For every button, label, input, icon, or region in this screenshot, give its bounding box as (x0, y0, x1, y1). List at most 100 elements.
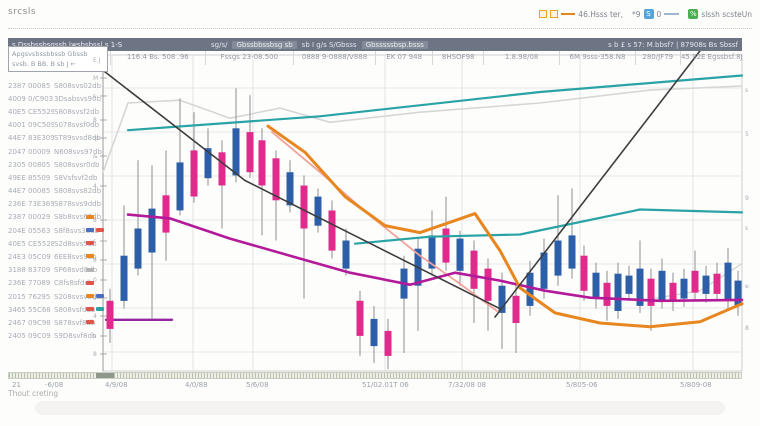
watchlist-value-b: SP68svd8db (54, 266, 98, 275)
toolbar-mid-text: sg/s/ (211, 40, 228, 49)
y-axis-label-left: :p (93, 135, 99, 142)
watchlist-row[interactable]: 3188 83709 SP68svd8db (8, 264, 108, 277)
watchlist-value-a: 2405 09C09 (8, 332, 51, 341)
timeline-scrollbar[interactable] (8, 372, 742, 379)
candle-body (526, 272, 534, 306)
toolbar-left-text[interactable]: s Dssbssbsgssb |wsbsbss| s 1-S (12, 40, 123, 49)
watchlist-row[interactable]: 2015 76295 S208svsv8db (8, 290, 108, 303)
watchlist-value-b: S078svsf0db (54, 121, 100, 130)
candle-body (328, 210, 336, 251)
watchlist-row[interactable]: 4001 09C509 S078svsf0db (8, 119, 108, 132)
watchlist-row[interactable]: 3465 55C68 S808vsfddb (8, 303, 108, 316)
watchlist-row[interactable]: 236E 77089 C8fs8sfddb (8, 277, 108, 290)
stat-cell: 280/JF79 (636, 51, 681, 65)
y-axis-label-left: 8 (93, 217, 97, 224)
y-axis-label-left: 4 (93, 183, 97, 190)
candle-body (106, 300, 114, 329)
candle-body (603, 282, 611, 306)
candle-body (356, 300, 364, 336)
watchlist-row[interactable]: 2305 00805 S808svsr0db (8, 158, 108, 171)
watchlist-row[interactable]: 236E 73E369 S878svs9ddb (8, 198, 108, 211)
candle-body (568, 235, 576, 269)
stat-cell: 0888 9-0888/V888 (294, 51, 377, 65)
y-axis-label-right: s (745, 87, 749, 94)
candle-body (680, 278, 688, 299)
x-axis-label: 51/02.01T 06 (362, 381, 409, 389)
watchlist-row[interactable]: 40E5 CE5528 S2d8svs5db (8, 237, 108, 250)
x-axis-label: -6/08 (45, 381, 64, 389)
row-badges (86, 294, 104, 298)
trendline-up (494, 50, 701, 318)
scrollbar-thumb[interactable] (96, 373, 114, 378)
watchlist-value-b: S208svsv8db (54, 292, 101, 301)
orange-badge-icon (86, 214, 94, 219)
stat-cell: 116.4 Bs. 508 .96 (111, 51, 206, 65)
watchlist-row[interactable]: 2405 09C09 S9D8svf8db (8, 330, 108, 343)
watchlist-row[interactable]: 49EE 85509 S8Vsfsvf2db (8, 171, 108, 184)
watchlist-row[interactable]: 24E3 05C09 6EE8svs9db (8, 250, 108, 263)
legend-item-green-indicator[interactable]: % slssh scsteUn (688, 9, 752, 19)
candle-body (691, 270, 699, 293)
candle-body (176, 162, 184, 211)
watchlist-value-b: S8b8svs62db (54, 213, 102, 222)
red-badge-icon (86, 320, 94, 325)
watchlist-value-a: 204E 05563 (8, 226, 51, 235)
legend-item-blue-indicator[interactable]: *9 S 0 (632, 9, 680, 19)
watchlist-row[interactable]: 2047 00009 N608svs97db (8, 145, 108, 158)
legend-item-orange-ma[interactable]: 46.Hsss ter, (539, 10, 623, 19)
watchlist-value-b: S808svsf2db (54, 107, 100, 116)
watchlist-value-b: S808svs02db (54, 81, 102, 90)
watchlist-value-b: S808svs82db (54, 187, 102, 196)
watchlist-row[interactable]: 2387 00029 S8b8svs62db (8, 211, 108, 224)
watchlist-row[interactable]: 44E7 00085 S808svs82db (8, 185, 108, 198)
candle-body (614, 273, 622, 311)
x-axis-label: 4/9/08 (105, 381, 128, 389)
green-chip-icon: % (688, 9, 699, 19)
y-axis-label-left: 9 (93, 295, 97, 302)
y-axis-label-left: s (93, 93, 97, 100)
toolbar-mid-text: sb I g/s S/Gbsss (301, 40, 357, 49)
candle-body (300, 185, 308, 229)
watchlist-value-a: 2467 09C98 (8, 318, 51, 327)
x-axis-label: 4/0/88 (185, 381, 208, 389)
plot-border (102, 54, 743, 372)
stat-cell: 1.8.98/08 (484, 51, 561, 65)
watchlist-row[interactable]: 2387 00085 S808svs02db (8, 79, 108, 92)
candle-body (734, 280, 742, 306)
watchlist-row[interactable]: 204E 05563 S8f8svs3ddb (8, 224, 108, 237)
watchlist-row[interactable]: 40E5 CE5529 S808svsf2db (8, 105, 108, 118)
toolbar-right-text: s b £ s 57: M.bbsf? | 87908s Bs Sbssf (608, 40, 738, 49)
x-axis-label: 21 (12, 381, 21, 389)
row-badges (86, 267, 94, 272)
symbol-info-box: Apgsvsbssbbssb Gbssb svsb. B BB. B sb J … (8, 46, 108, 72)
watchlist-row[interactable]: 4009 0/C903 3Dsabsvs90b (8, 92, 108, 105)
y-axis-label-right: 9 (745, 195, 749, 202)
blue-badge-icon (86, 228, 94, 233)
x-axis-label: 5/809-08 (680, 381, 712, 389)
y-axis-label-left: 8 (93, 117, 97, 124)
toolbar-button-2[interactable]: Gbsssssbsp.bsss (361, 40, 428, 49)
candle-body (442, 228, 450, 263)
toolbar-button-1[interactable]: Gbssbbssbsg sb (232, 40, 297, 49)
watchlist-value-b: S2d8svs5db (54, 239, 97, 248)
candle-body (258, 140, 266, 186)
row-badges (86, 320, 94, 325)
candle-body (370, 318, 378, 347)
y-axis-label-left: & (93, 153, 98, 160)
row-badges (86, 254, 94, 259)
watchlist-value-b: 6EE8svs9db (54, 253, 97, 262)
y-axis-label-left: E.J (93, 57, 101, 64)
candle-body (218, 152, 226, 186)
watchlist-row[interactable]: 44E7 83E309 ST89svsd8db (8, 132, 108, 145)
watchlist-value-a: 2015 76295 (8, 292, 51, 301)
y-axis-label-right: 5 (745, 131, 749, 138)
candle-body (134, 228, 142, 269)
watchlist-value-b: ST89svsd8db (54, 134, 101, 143)
watchlist-row[interactable]: 2467 09C98 S878svf8db (8, 316, 108, 329)
watchlist-value-a: 2387 00029 (8, 213, 51, 222)
page-title: srcsls (8, 7, 37, 17)
trendline-down (99, 67, 501, 310)
watchlist-value-a: 4009 0/C903 (8, 94, 54, 103)
